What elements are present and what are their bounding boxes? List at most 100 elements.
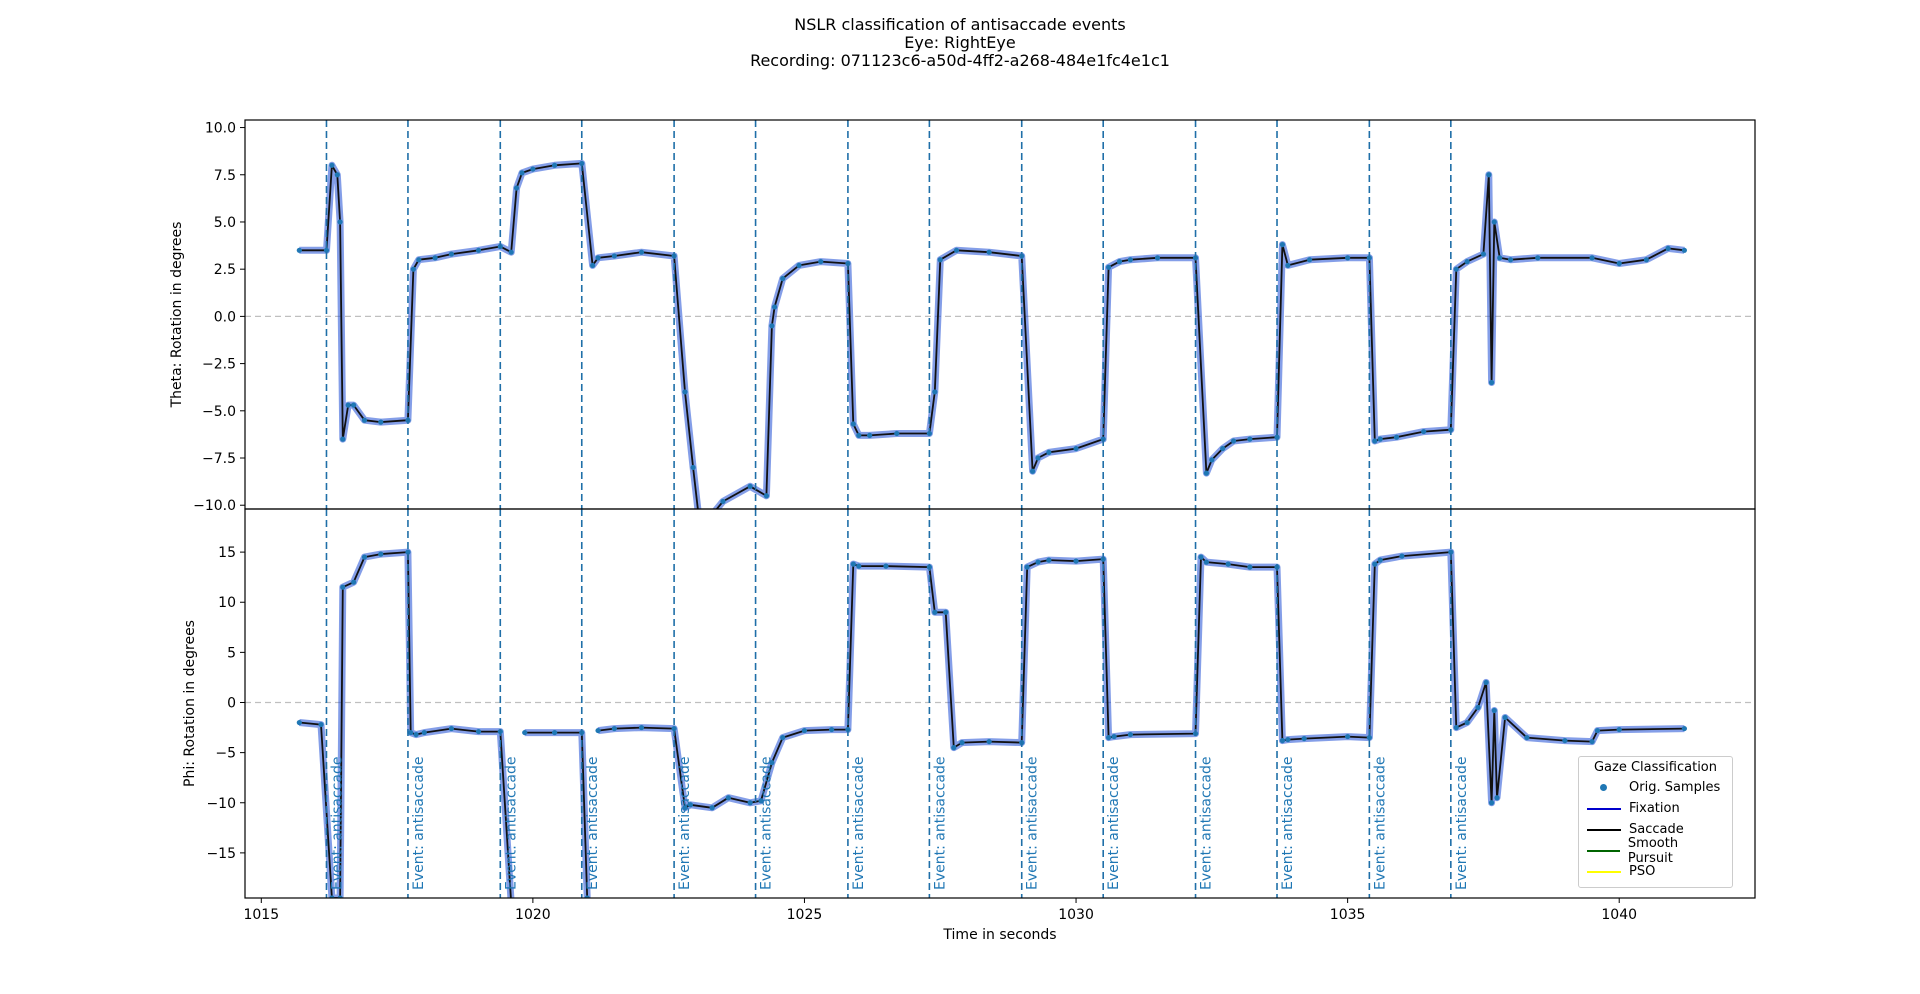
event-label: Event: antisaccade: [1454, 757, 1470, 890]
saccade-line-icon: [1587, 828, 1621, 831]
y-axis-label: Theta: Rotation in degrees: [169, 222, 185, 409]
sample-point: [1494, 795, 1500, 801]
sample-point: [1127, 257, 1133, 263]
sample-point: [1453, 724, 1459, 731]
sample-point: [1345, 255, 1351, 261]
x-tick-label: 1025: [787, 907, 823, 923]
sample-point: [513, 185, 520, 191]
x-tick-label: 1015: [243, 907, 279, 923]
sample-point: [959, 740, 965, 746]
sample-point: [953, 247, 960, 253]
smooth-pursuit-line-icon: [1587, 849, 1620, 852]
y-tick-label: −5: [215, 746, 236, 762]
x-tick-label: 1040: [1601, 907, 1637, 923]
sample-point: [351, 579, 357, 585]
sample-point: [638, 249, 645, 255]
sample-point: [696, 512, 701, 517]
sample-point: [361, 417, 368, 423]
event-label: Event: antisaccade: [1199, 757, 1215, 890]
sample-point: [405, 549, 411, 555]
sample-point: [1301, 735, 1307, 742]
sample-point: [611, 253, 617, 259]
sample-point: [329, 895, 335, 898]
x-tick-label: 1035: [1330, 907, 1366, 923]
y-tick-label: 7.5: [214, 168, 236, 184]
sample-point: [780, 734, 786, 741]
gaze-trace-line: [299, 162, 1685, 509]
sample-point: [1377, 436, 1383, 442]
event-label: Event: antisaccade: [932, 757, 948, 890]
sample-point: [687, 802, 693, 808]
sample-point: [329, 162, 335, 168]
sample-point: [1035, 559, 1041, 565]
sample-point: [1480, 251, 1487, 257]
legend-label-pso: PSO: [1629, 864, 1656, 879]
sample-point: [894, 430, 900, 437]
sample-point: [530, 166, 536, 172]
y-tick-label: 2.5: [214, 262, 236, 278]
gaze-trace-line: [299, 551, 1685, 898]
sample-point: [829, 726, 835, 733]
sample-point: [850, 421, 856, 427]
sample-point: [1111, 733, 1117, 740]
legend: Gaze Classification Orig. Samples Fixati…: [1578, 756, 1733, 888]
sample-point: [1372, 561, 1378, 567]
sample-point: [1488, 800, 1495, 806]
legend-label-smooth-pursuit: Smooth Pursuit: [1627, 835, 1679, 866]
sample-point: [416, 257, 422, 263]
sample-point: [590, 262, 596, 269]
sample-point: [1073, 445, 1079, 452]
sample-point: [758, 798, 764, 804]
sample-point: [1491, 707, 1497, 714]
sample-point: [508, 249, 514, 255]
sample-point: [780, 276, 786, 282]
sample-point: [1475, 704, 1481, 711]
sample-point: [856, 563, 862, 569]
sample-point: [1488, 379, 1495, 386]
sample-point: [1220, 445, 1226, 452]
x-tick-label: 1020: [515, 907, 551, 923]
series-group: [296, 159, 1687, 517]
sample-point: [361, 554, 368, 560]
y-tick-label: 0.0: [214, 309, 236, 325]
sample-point: [856, 432, 862, 438]
sample-point: [725, 795, 732, 801]
sample-point: [595, 727, 601, 734]
event-label: Event: antisaccade: [585, 757, 601, 890]
sample-point: [709, 805, 715, 811]
sample-point: [413, 731, 419, 738]
sample-point: [850, 561, 856, 567]
sample-point: [318, 721, 324, 728]
y-tick-label: 10: [218, 595, 236, 611]
event-label: Event: antisaccade: [1106, 757, 1122, 890]
title-line-1: NSLR classification of antisaccade event…: [794, 15, 1126, 34]
series-group: [296, 548, 1687, 898]
panel-theta: −10.0 −7.5 −5.0 −2.5 0.0 2.5 5.0 7.5 10.0 Theta: …: [169, 119, 1756, 517]
sample-point: [334, 172, 340, 178]
sample-point: [1486, 172, 1492, 178]
title-line-3: Recording: 071123c6-a50d-4ff2-a268-484e1…: [750, 51, 1170, 70]
y-tick-label: 0: [227, 695, 236, 711]
legend-entry-samples: Orig. Samples: [1587, 777, 1724, 798]
sample-point: [1127, 731, 1133, 738]
sample-point: [682, 805, 688, 811]
sample-point: [1230, 438, 1237, 444]
sample-point: [943, 609, 949, 615]
sample-point: [1116, 259, 1123, 265]
sample-point: [323, 247, 330, 253]
sample-point: [552, 729, 558, 736]
sample-point: [796, 262, 802, 269]
sample-point: [1399, 553, 1405, 559]
legend-entry-smooth-pursuit: Smooth Pursuit: [1587, 836, 1724, 866]
sample-point: [1279, 242, 1286, 248]
sample-point: [378, 419, 384, 425]
legend-title: Gaze Classification: [1593, 760, 1717, 775]
sample-point: [337, 219, 343, 225]
sample-point: [1497, 255, 1503, 261]
sample-point: [448, 725, 455, 732]
sample-point: [1507, 257, 1514, 263]
sample-point: [584, 895, 590, 898]
sample-point: [867, 432, 873, 438]
sample-point: [951, 745, 957, 751]
